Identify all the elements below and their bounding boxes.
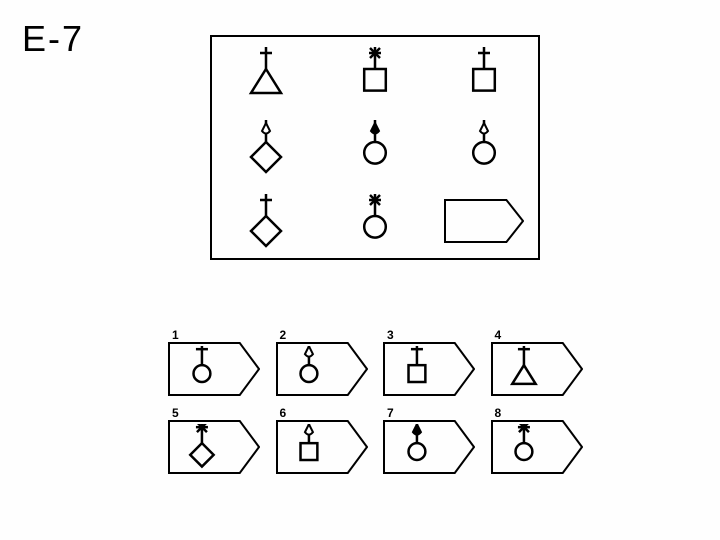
matrix-cell — [352, 45, 398, 103]
answer-label: 5 — [172, 406, 179, 420]
answer-label: 1 — [172, 328, 179, 342]
answer-option[interactable]: 4 — [491, 330, 589, 402]
answer-option[interactable]: 5 — [168, 408, 266, 480]
answer-option[interactable]: 6 — [276, 408, 374, 480]
matrix-cell — [352, 118, 398, 176]
answer-label: 7 — [387, 406, 394, 420]
matrix-cell — [243, 118, 289, 176]
matrix-cell — [352, 192, 398, 250]
answer-label: 8 — [495, 406, 502, 420]
puzzle-title: E-7 — [22, 18, 84, 60]
matrix-panel — [210, 35, 540, 260]
answer-option[interactable]: 1 — [168, 330, 266, 402]
matrix-cell — [461, 118, 507, 176]
answer-label: 2 — [280, 328, 287, 342]
answer-panel: 1 2 3 — [168, 330, 588, 480]
matrix-cell — [461, 45, 507, 103]
answer-label: 6 — [280, 406, 287, 420]
answer-option[interactable]: 3 — [383, 330, 481, 402]
answer-option[interactable]: 7 — [383, 408, 481, 480]
matrix-cell — [243, 45, 289, 103]
answer-option[interactable]: 8 — [491, 408, 589, 480]
answer-option[interactable]: 2 — [276, 330, 374, 402]
answer-grid: 1 2 3 — [168, 330, 588, 480]
answer-label: 3 — [387, 328, 394, 342]
matrix-cell — [444, 199, 524, 243]
matrix-cell — [243, 192, 289, 250]
answer-label: 4 — [495, 328, 502, 342]
matrix-grid — [212, 37, 538, 258]
